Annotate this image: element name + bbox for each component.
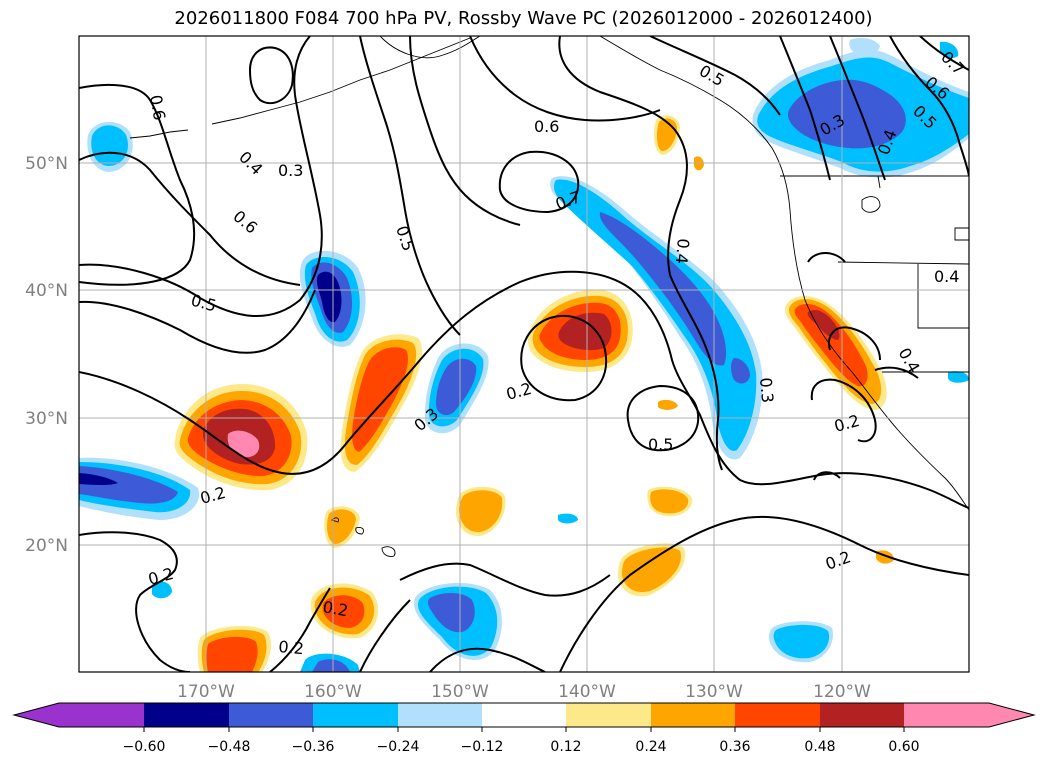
colorbar-segment bbox=[313, 703, 398, 727]
plot-frame bbox=[78, 35, 970, 673]
colorbar-segment bbox=[735, 703, 820, 727]
contour-label: 0.6 bbox=[146, 93, 169, 121]
lat-tick-label: 20°N bbox=[25, 536, 68, 556]
contour-label: 0.5 bbox=[648, 435, 673, 454]
colorbar-segment bbox=[398, 703, 482, 727]
lon-tick-label: 140°W bbox=[558, 682, 616, 702]
neg-blob-33n bbox=[424, 343, 489, 434]
plot-area: 0.6 0.4 0.3 0.6 0.5 0.5 0.6 0.7 0.5 0.4 … bbox=[79, 36, 969, 672]
contour-label: 0.2 bbox=[321, 597, 349, 620]
pv-contours bbox=[79, 36, 969, 672]
colorbar-segment bbox=[144, 703, 229, 727]
pos-blob-37n bbox=[527, 289, 633, 372]
colorbar-outline bbox=[12, 702, 1036, 728]
colorbar-tick-label: 0.60 bbox=[888, 739, 919, 755]
colorbar-over-triangle bbox=[989, 703, 1034, 727]
lon-tick-label: 150°W bbox=[431, 682, 489, 702]
colorbar: −0.60 −0.48 −0.36 −0.24 −0.12 0.12 0.24 … bbox=[12, 702, 1036, 755]
colorbar-under-triangle bbox=[14, 703, 59, 727]
colorbar-tick-label: −0.12 bbox=[461, 739, 504, 755]
lon-tick-label: 120°W bbox=[813, 682, 871, 702]
coastlines bbox=[129, 36, 969, 557]
colorbar-tick-label: −0.24 bbox=[377, 739, 420, 755]
contour-label: 0.6 bbox=[534, 117, 559, 136]
colorbar-tick-label: −0.48 bbox=[208, 739, 251, 755]
neg-blob-west-52n bbox=[87, 121, 133, 172]
colorbar-segment bbox=[229, 703, 313, 727]
colorbar-segment bbox=[566, 703, 651, 727]
lon-tick-label: 170°W bbox=[177, 682, 235, 702]
lat-axis-labels: 20°N 30°N 40°N 50°N bbox=[25, 154, 68, 556]
neg-blob-northeast bbox=[752, 38, 969, 178]
map-title: 2026011800 F084 700 hPa PV, Rossby Wave … bbox=[174, 8, 873, 29]
neg-blob-small-south bbox=[152, 371, 969, 672]
colorbar-segment bbox=[59, 703, 144, 727]
colorbar-tick-label: 0.48 bbox=[804, 739, 835, 755]
colorbar-segment bbox=[904, 703, 989, 727]
colorbar-tick-label: −0.60 bbox=[123, 739, 166, 755]
colorbar-tick-label: 0.24 bbox=[635, 739, 666, 755]
neg-blob-west-25n bbox=[79, 457, 200, 520]
contour-label: 0.4 bbox=[672, 238, 693, 265]
contour-label: 0.3 bbox=[756, 377, 777, 404]
contour-label: 0.3 bbox=[278, 161, 303, 180]
lon-axis-labels: 170°W 160°W 150°W 140°W 130°W 120°W bbox=[177, 682, 871, 702]
pos-blob-small bbox=[197, 115, 894, 672]
pos-blob-29n bbox=[174, 383, 308, 491]
colorbar-segment bbox=[482, 703, 566, 727]
lat-tick-label: 40°N bbox=[25, 281, 68, 301]
contour-label: 0.2 bbox=[278, 637, 305, 658]
colorbar-segment bbox=[820, 703, 904, 727]
colorbar-segment bbox=[651, 703, 735, 727]
contour-label: 0.4 bbox=[934, 267, 959, 286]
lat-tick-label: 50°N bbox=[25, 154, 68, 174]
neg-band-northeast bbox=[550, 176, 763, 460]
lon-tick-label: 160°W bbox=[304, 682, 362, 702]
lat-tick-label: 30°N bbox=[25, 409, 68, 429]
colorbar-tick-label: 0.36 bbox=[719, 739, 750, 755]
colorbar-tick-label: 0.12 bbox=[550, 739, 581, 755]
gridlines bbox=[79, 36, 969, 672]
colorbar-tick-label: −0.36 bbox=[292, 739, 335, 755]
lon-tick-label: 130°W bbox=[685, 682, 743, 702]
